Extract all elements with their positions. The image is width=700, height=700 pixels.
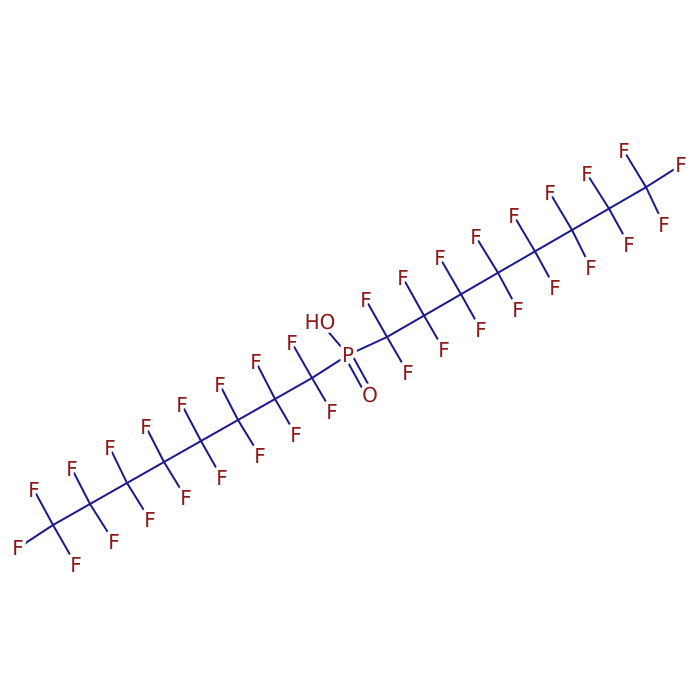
bond bbox=[571, 229, 592, 269]
atom-label: F bbox=[585, 256, 597, 280]
bond bbox=[608, 186, 647, 210]
bond bbox=[423, 315, 445, 351]
bond bbox=[497, 250, 536, 274]
atom-label: F bbox=[549, 276, 561, 300]
atom-label: F bbox=[618, 139, 630, 163]
atom-label: F bbox=[470, 225, 482, 249]
bond bbox=[386, 336, 409, 374]
atom-label: F bbox=[544, 181, 556, 205]
bond bbox=[586, 173, 610, 210]
atom-label: F bbox=[434, 246, 446, 270]
bond bbox=[460, 271, 499, 296]
bond bbox=[311, 377, 333, 413]
bond bbox=[534, 229, 573, 253]
atom-label: F bbox=[623, 233, 635, 257]
atom-label: F bbox=[360, 288, 372, 312]
atom-label: F bbox=[658, 213, 670, 237]
atom-label: F bbox=[326, 400, 338, 424]
atom-label: F bbox=[512, 298, 524, 322]
bond bbox=[219, 384, 239, 421]
bond bbox=[126, 482, 151, 521]
bonds bbox=[17, 150, 682, 566]
atom-label: F bbox=[108, 530, 120, 554]
bond bbox=[274, 377, 313, 400]
bond bbox=[423, 293, 462, 317]
atom-label: F bbox=[70, 553, 82, 577]
bond bbox=[645, 186, 665, 226]
bond bbox=[439, 257, 462, 295]
bond bbox=[350, 352, 374, 394]
atom-label: F bbox=[475, 318, 487, 342]
bond bbox=[52, 524, 77, 566]
bond bbox=[386, 314, 425, 338]
atom-label: F bbox=[144, 508, 156, 532]
atom-label: F bbox=[12, 536, 24, 560]
bond bbox=[71, 468, 91, 505]
bond bbox=[33, 489, 54, 526]
bond bbox=[319, 321, 349, 356]
atom-label: F bbox=[28, 478, 40, 502]
atom-label: F bbox=[66, 457, 78, 481]
bond bbox=[200, 440, 223, 479]
bond bbox=[571, 207, 610, 231]
atom-label: F bbox=[508, 204, 520, 228]
atom-label: F bbox=[675, 153, 687, 177]
bond bbox=[344, 356, 368, 398]
atom-label: F bbox=[250, 350, 262, 374]
bond bbox=[89, 503, 115, 543]
bond bbox=[365, 299, 388, 338]
atom-label: F bbox=[397, 266, 409, 290]
bond bbox=[347, 336, 388, 356]
bond bbox=[475, 236, 499, 274]
bond bbox=[497, 272, 519, 311]
bond bbox=[17, 524, 54, 549]
bond bbox=[274, 398, 297, 436]
bond bbox=[549, 192, 573, 231]
bond bbox=[513, 215, 536, 252]
atom-label: F bbox=[216, 466, 228, 490]
bond bbox=[534, 250, 556, 289]
atom-label: F bbox=[254, 444, 266, 468]
bond bbox=[402, 277, 425, 317]
atom-label: HO bbox=[305, 310, 336, 334]
bond bbox=[608, 208, 630, 246]
bond bbox=[126, 461, 165, 484]
bond bbox=[163, 440, 202, 463]
atom-label: F bbox=[581, 162, 593, 186]
atom-label: F bbox=[104, 436, 116, 460]
bond bbox=[109, 447, 128, 484]
bond bbox=[181, 404, 202, 442]
atom-label: F bbox=[402, 361, 414, 385]
bond bbox=[311, 354, 349, 379]
bond bbox=[200, 419, 239, 442]
bond bbox=[163, 461, 187, 499]
atom-label: O bbox=[362, 383, 378, 407]
bond bbox=[623, 150, 647, 188]
bond bbox=[145, 426, 165, 463]
atom-label: F bbox=[290, 423, 302, 447]
atom-label: F bbox=[140, 415, 152, 439]
bond bbox=[89, 482, 128, 505]
atom-label: F bbox=[438, 338, 450, 362]
atom-label: F bbox=[176, 393, 188, 417]
bond bbox=[460, 293, 482, 331]
atom-label: P bbox=[342, 343, 354, 367]
bond bbox=[52, 503, 91, 526]
bond bbox=[291, 342, 313, 379]
bond bbox=[237, 398, 276, 421]
atom-label: F bbox=[180, 486, 192, 510]
bond bbox=[255, 361, 276, 400]
atom-label: F bbox=[214, 373, 226, 397]
bond bbox=[645, 164, 682, 189]
atom-label: F bbox=[286, 331, 298, 355]
bond bbox=[237, 419, 261, 457]
